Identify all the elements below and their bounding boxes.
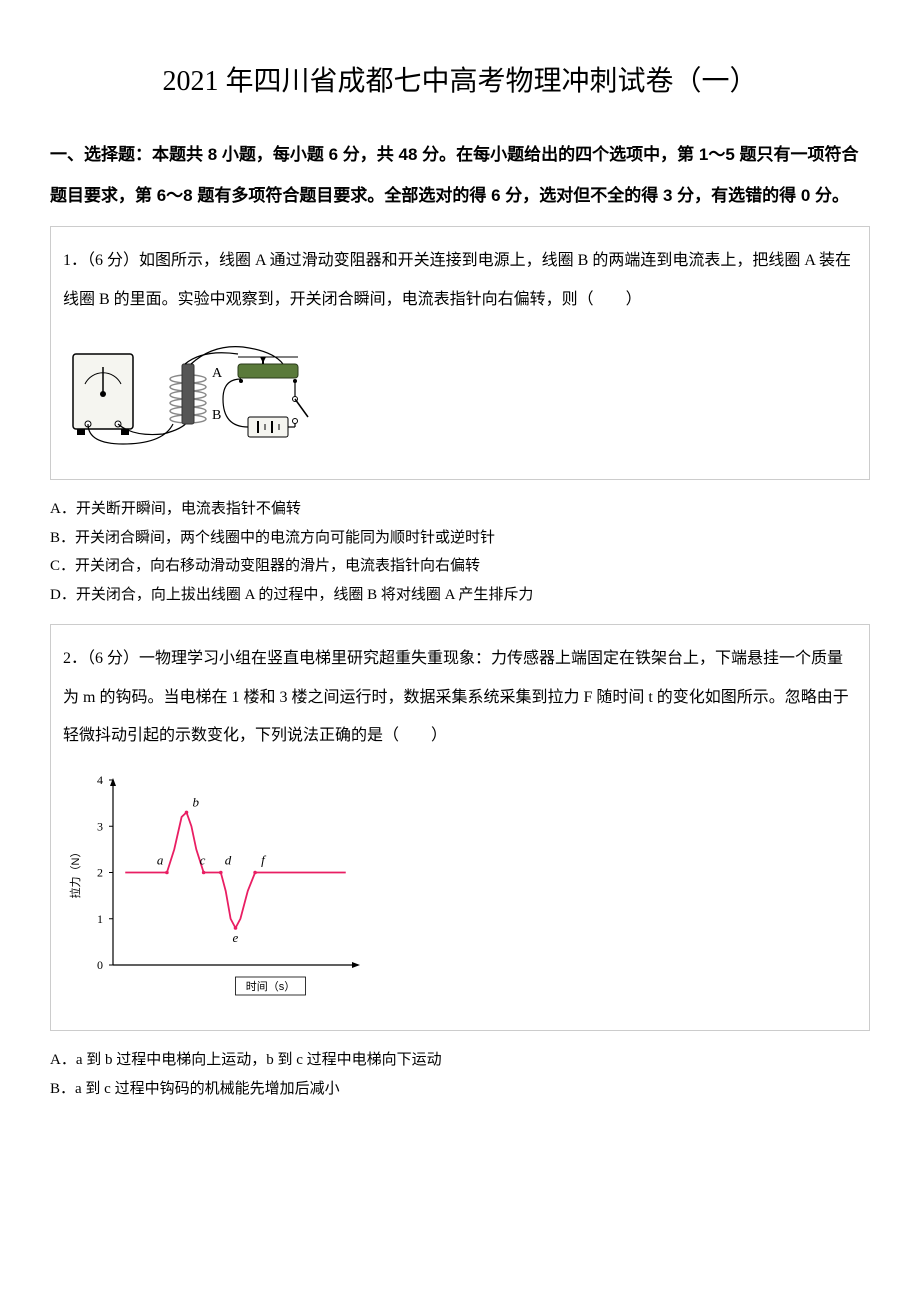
svg-text:c: c bbox=[200, 853, 206, 868]
circuit-diagram: AB bbox=[63, 329, 323, 454]
svg-text:1: 1 bbox=[97, 912, 103, 926]
svg-text:d: d bbox=[225, 853, 232, 868]
section-header: 一、选择题：本题共 8 小题，每小题 6 分，共 48 分。在每小题给出的四个选… bbox=[50, 135, 870, 217]
svg-text:A: A bbox=[212, 366, 223, 381]
question-2-stem: 2．（6 分）一物理学习小组在竖直电梯里研究超重失重现象：力传感器上端固定在铁架… bbox=[63, 640, 857, 755]
option-1d: D．开关闭合，向上拔出线圈 A 的过程中，线圈 B 将对线圈 A 产生排斥力 bbox=[50, 581, 870, 610]
question-2-box: 2．（6 分）一物理学习小组在竖直电梯里研究超重失重现象：力传感器上端固定在铁架… bbox=[50, 624, 870, 1031]
option-1b: B．开关闭合瞬间，两个线圈中的电流方向可能同为顺时针或逆时针 bbox=[50, 524, 870, 553]
svg-text:0: 0 bbox=[97, 958, 103, 972]
question-2-options: A．a 到 b 过程中电梯向上运动，b 到 c 过程中电梯向下运动 B．a 到 … bbox=[50, 1046, 870, 1103]
svg-text:4: 4 bbox=[97, 773, 103, 787]
svg-text:e: e bbox=[233, 930, 239, 945]
question-1-figure: AB bbox=[63, 329, 857, 454]
svg-text:3: 3 bbox=[97, 820, 103, 834]
svg-text:时间（s）: 时间（s） bbox=[246, 980, 296, 993]
svg-text:B: B bbox=[212, 408, 221, 423]
svg-text:b: b bbox=[193, 795, 200, 810]
question-1-stem: 1．（6 分）如图所示，线圈 A 通过滑动变阻器和开关连接到电源上，线圈 B 的… bbox=[63, 242, 857, 319]
question-2-figure: 0 1 2 3 4 拉力（N） 时间（s） a b c d e f bbox=[63, 765, 857, 1005]
force-time-chart: 0 1 2 3 4 拉力（N） 时间（s） a b c d e f bbox=[63, 765, 373, 1005]
svg-text:拉力（N）: 拉力（N） bbox=[68, 847, 82, 899]
option-2a: A．a 到 b 过程中电梯向上运动，b 到 c 过程中电梯向下运动 bbox=[50, 1046, 870, 1075]
svg-text:a: a bbox=[157, 853, 164, 868]
option-2b: B．a 到 c 过程中钩码的机械能先增加后减小 bbox=[50, 1075, 870, 1104]
svg-text:2: 2 bbox=[97, 866, 103, 880]
question-1-box: 1．（6 分）如图所示，线圈 A 通过滑动变阻器和开关连接到电源上，线圈 B 的… bbox=[50, 226, 870, 480]
svg-text:f: f bbox=[261, 853, 267, 868]
option-1a: A．开关断开瞬间，电流表指针不偏转 bbox=[50, 495, 870, 524]
question-1-options: A．开关断开瞬间，电流表指针不偏转 B．开关闭合瞬间，两个线圈中的电流方向可能同… bbox=[50, 495, 870, 609]
option-1c: C．开关闭合，向右移动滑动变阻器的滑片，电流表指针向右偏转 bbox=[50, 552, 870, 581]
page-title: 2021 年四川省成都七中高考物理冲刺试卷（一） bbox=[50, 60, 870, 105]
